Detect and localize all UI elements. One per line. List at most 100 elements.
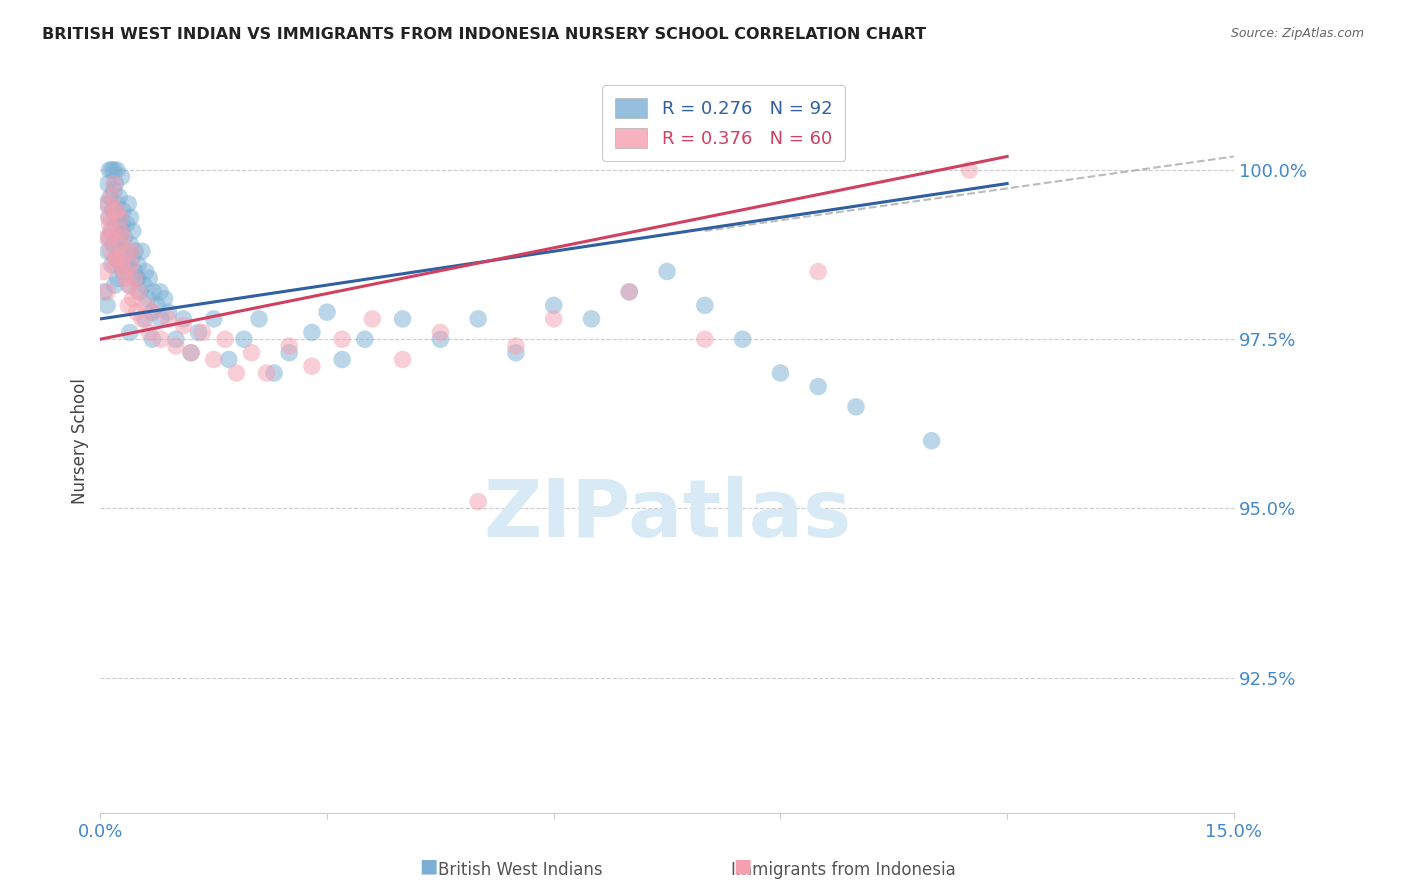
- Point: [124, 264, 146, 278]
- Point: [187, 326, 209, 340]
- Point: [153, 292, 176, 306]
- Point: [256, 366, 278, 380]
- Point: [100, 224, 122, 238]
- Point: [110, 258, 132, 272]
- Point: [117, 197, 139, 211]
- Point: [104, 278, 127, 293]
- Point: [114, 271, 136, 285]
- Point: [108, 211, 131, 225]
- Point: [107, 251, 129, 265]
- Point: [93, 285, 115, 299]
- Point: [141, 332, 163, 346]
- Point: [100, 244, 122, 259]
- Point: [121, 224, 143, 238]
- Text: ■: ■: [733, 857, 752, 876]
- Point: [118, 278, 141, 293]
- Point: [467, 312, 489, 326]
- Point: [165, 332, 187, 346]
- Point: [172, 312, 194, 326]
- Point: [202, 352, 225, 367]
- Point: [619, 285, 641, 299]
- Point: [111, 203, 134, 218]
- Point: [97, 244, 120, 259]
- Point: [316, 305, 339, 319]
- Point: [111, 230, 134, 244]
- Point: [138, 271, 160, 285]
- Point: [301, 326, 323, 340]
- Point: [391, 352, 413, 367]
- Point: [107, 271, 129, 285]
- Point: [98, 163, 121, 178]
- Point: [108, 211, 131, 225]
- Point: [96, 197, 118, 211]
- Point: [146, 298, 169, 312]
- Point: [118, 278, 141, 293]
- Point: [100, 258, 122, 272]
- Point: [121, 292, 143, 306]
- Point: [581, 312, 603, 326]
- Point: [278, 339, 301, 353]
- Point: [731, 332, 754, 346]
- Point: [214, 332, 236, 346]
- Point: [543, 312, 565, 326]
- Point: [97, 197, 120, 211]
- Point: [96, 285, 118, 299]
- Point: [114, 244, 136, 259]
- Point: [134, 278, 156, 293]
- Point: [142, 285, 165, 299]
- Point: [301, 359, 323, 374]
- Point: [104, 217, 127, 231]
- Point: [467, 494, 489, 508]
- Point: [96, 230, 118, 244]
- Point: [110, 169, 132, 184]
- Point: [225, 366, 247, 380]
- Point: [114, 264, 136, 278]
- Point: [172, 318, 194, 333]
- Point: [120, 211, 142, 225]
- Point: [98, 190, 121, 204]
- Point: [240, 345, 263, 359]
- Point: [142, 305, 165, 319]
- Point: [98, 211, 121, 225]
- Point: [149, 332, 172, 346]
- Point: [103, 203, 125, 218]
- Point: [120, 258, 142, 272]
- Point: [98, 217, 121, 231]
- Point: [149, 285, 172, 299]
- Point: [97, 177, 120, 191]
- Point: [96, 298, 118, 312]
- Point: [118, 326, 141, 340]
- Point: [135, 264, 157, 278]
- Point: [98, 230, 121, 244]
- Point: [115, 258, 138, 272]
- Point: [131, 312, 153, 326]
- Point: [110, 224, 132, 238]
- Point: [124, 271, 146, 285]
- Point: [391, 312, 413, 326]
- Point: [108, 190, 131, 204]
- Point: [149, 312, 172, 326]
- Point: [278, 345, 301, 359]
- Point: [125, 271, 148, 285]
- Point: [353, 332, 375, 346]
- Point: [769, 366, 792, 380]
- Point: [105, 163, 128, 178]
- Point: [138, 326, 160, 340]
- Point: [921, 434, 943, 448]
- Point: [111, 217, 134, 231]
- Point: [93, 264, 115, 278]
- Point: [191, 326, 214, 340]
- Point: [429, 326, 451, 340]
- Point: [127, 285, 149, 299]
- Point: [104, 251, 127, 265]
- Point: [134, 312, 156, 326]
- Point: [114, 230, 136, 244]
- Point: [361, 312, 384, 326]
- Point: [180, 345, 202, 359]
- Point: [117, 298, 139, 312]
- Point: [121, 244, 143, 259]
- Point: [111, 264, 134, 278]
- Point: [101, 203, 124, 218]
- Point: [330, 332, 353, 346]
- Point: [127, 271, 149, 285]
